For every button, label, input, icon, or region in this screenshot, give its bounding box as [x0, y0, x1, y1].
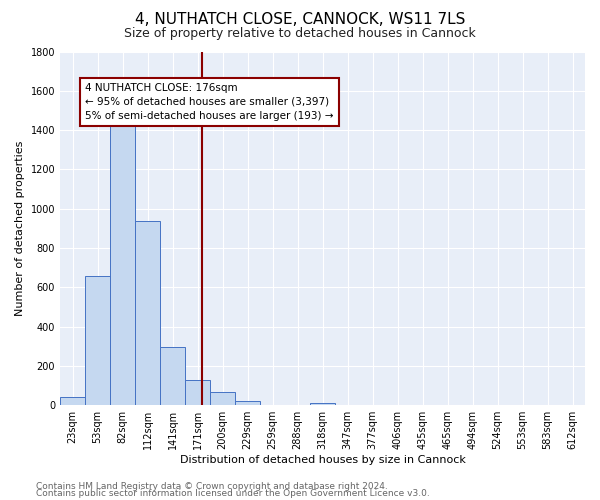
Text: Size of property relative to detached houses in Cannock: Size of property relative to detached ho… [124, 28, 476, 40]
Bar [135, 222, 160, 405]
Bar [185, 380, 210, 405]
Text: 4 NUTHATCH CLOSE: 176sqm
← 95% of detached houses are smaller (3,397)
5% of semi: 4 NUTHATCH CLOSE: 176sqm ← 95% of detach… [85, 83, 334, 121]
Bar [60, 398, 85, 405]
Bar [210, 392, 235, 405]
Text: Contains public sector information licensed under the Open Government Licence v3: Contains public sector information licen… [36, 490, 430, 498]
Bar [160, 347, 185, 405]
Bar [85, 276, 110, 405]
Y-axis label: Number of detached properties: Number of detached properties [15, 140, 25, 316]
Bar [310, 403, 335, 405]
X-axis label: Distribution of detached houses by size in Cannock: Distribution of detached houses by size … [179, 455, 466, 465]
Bar [110, 116, 135, 405]
Text: Contains HM Land Registry data © Crown copyright and database right 2024.: Contains HM Land Registry data © Crown c… [36, 482, 388, 491]
Bar [235, 402, 260, 405]
Text: 4, NUTHATCH CLOSE, CANNOCK, WS11 7LS: 4, NUTHATCH CLOSE, CANNOCK, WS11 7LS [135, 12, 465, 28]
